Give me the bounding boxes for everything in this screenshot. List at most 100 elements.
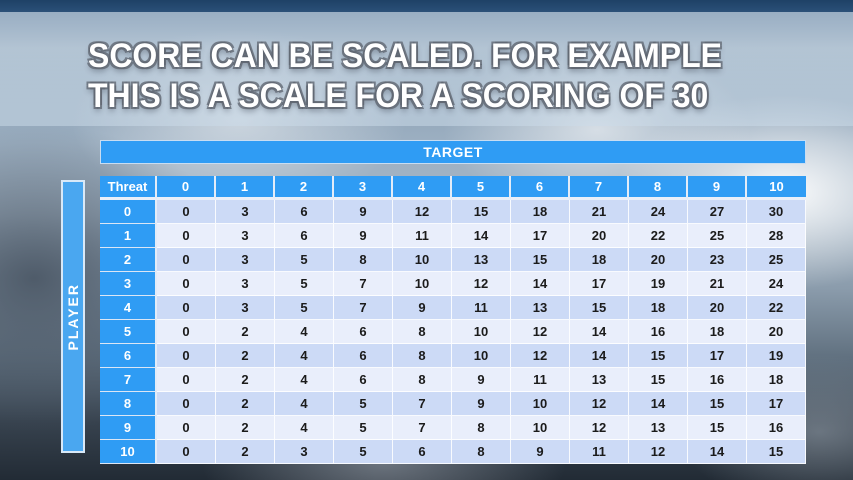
score-cell-r0-c8: 24 — [629, 200, 688, 224]
score-cell-r8-c6: 10 — [511, 392, 570, 416]
score-cell-r6-c7: 14 — [570, 344, 629, 368]
score-cell-r5-c5: 10 — [452, 320, 511, 344]
score-cell-r0-c7: 21 — [570, 200, 629, 224]
score-cell-r6-c9: 17 — [688, 344, 747, 368]
score-cell-r7-c7: 13 — [570, 368, 629, 392]
score-cell-r1-c4: 11 — [393, 224, 452, 248]
score-cell-r9-c4: 7 — [393, 416, 452, 440]
player-row-header-0: 0 — [100, 200, 157, 224]
slide-title: SCORE CAN BE SCALED. FOR EXAMPLE THIS IS… — [88, 36, 722, 116]
score-cell-r3-c5: 12 — [452, 272, 511, 296]
score-cell-r0-c1: 3 — [216, 200, 275, 224]
score-cell-r5-c10: 20 — [747, 320, 806, 344]
player-header-bar: PLAYER — [61, 180, 85, 453]
score-cell-r9-c8: 13 — [629, 416, 688, 440]
score-cell-r0-c9: 27 — [688, 200, 747, 224]
score-cell-r5-c8: 16 — [629, 320, 688, 344]
score-cell-r1-c2: 6 — [275, 224, 334, 248]
score-cell-r3-c1: 3 — [216, 272, 275, 296]
score-cell-r2-c10: 25 — [747, 248, 806, 272]
score-cell-r9-c2: 4 — [275, 416, 334, 440]
score-cell-r9-c10: 16 — [747, 416, 806, 440]
player-row-header-6: 6 — [100, 344, 157, 368]
score-cell-r10-c7: 11 — [570, 440, 629, 464]
score-cell-r7-c0: 0 — [157, 368, 216, 392]
score-cell-r0-c2: 6 — [275, 200, 334, 224]
score-cell-r1-c3: 9 — [334, 224, 393, 248]
target-col-header-8: 8 — [629, 176, 688, 200]
score-cell-r1-c5: 14 — [452, 224, 511, 248]
score-cell-r3-c2: 5 — [275, 272, 334, 296]
score-cell-r6-c5: 10 — [452, 344, 511, 368]
score-cell-r5-c2: 4 — [275, 320, 334, 344]
target-col-header-9: 9 — [688, 176, 747, 200]
score-cell-r1-c1: 3 — [216, 224, 275, 248]
score-cell-r0-c6: 18 — [511, 200, 570, 224]
player-row-header-8: 8 — [100, 392, 157, 416]
slide-title-line2: THIS IS A SCALE FOR A SCORING OF 30 — [88, 77, 709, 115]
player-header-label: PLAYER — [65, 282, 81, 351]
score-cell-r2-c3: 8 — [334, 248, 393, 272]
score-cell-r3-c9: 21 — [688, 272, 747, 296]
score-cell-r1-c6: 17 — [511, 224, 570, 248]
score-matrix-table: Threat 0 1 2 3 4 5 6 7 8 9 10 0 0 3 6 9 12 15 18 21 24 27 30 1 0 3… — [100, 176, 806, 464]
score-cell-r2-c6: 15 — [511, 248, 570, 272]
score-cell-r9-c0: 0 — [157, 416, 216, 440]
score-cell-r0-c0: 0 — [157, 200, 216, 224]
player-row-header-1: 1 — [100, 224, 157, 248]
score-cell-r5-c0: 0 — [157, 320, 216, 344]
score-cell-r6-c6: 12 — [511, 344, 570, 368]
score-cell-r6-c2: 4 — [275, 344, 334, 368]
score-cell-r10-c2: 3 — [275, 440, 334, 464]
score-cell-r10-c10: 15 — [747, 440, 806, 464]
score-cell-r1-c0: 0 — [157, 224, 216, 248]
score-cell-r4-c10: 22 — [747, 296, 806, 320]
slide-title-line1: SCORE CAN BE SCALED. FOR EXAMPLE — [88, 37, 722, 75]
score-cell-r10-c8: 12 — [629, 440, 688, 464]
score-cell-r3-c3: 7 — [334, 272, 393, 296]
target-col-header-7: 7 — [570, 176, 629, 200]
player-row-header-9: 9 — [100, 416, 157, 440]
target-col-header-6: 6 — [511, 176, 570, 200]
score-cell-r8-c10: 17 — [747, 392, 806, 416]
score-cell-r10-c0: 0 — [157, 440, 216, 464]
score-cell-r8-c2: 4 — [275, 392, 334, 416]
score-cell-r8-c4: 7 — [393, 392, 452, 416]
score-cell-r6-c3: 6 — [334, 344, 393, 368]
score-cell-r2-c5: 13 — [452, 248, 511, 272]
score-cell-r6-c10: 19 — [747, 344, 806, 368]
target-col-header-10: 10 — [747, 176, 806, 200]
score-cell-r8-c7: 12 — [570, 392, 629, 416]
score-cell-r5-c1: 2 — [216, 320, 275, 344]
player-row-header-7: 7 — [100, 368, 157, 392]
score-cell-r2-c4: 10 — [393, 248, 452, 272]
score-cell-r5-c6: 12 — [511, 320, 570, 344]
score-cell-r3-c7: 17 — [570, 272, 629, 296]
score-cell-r0-c10: 30 — [747, 200, 806, 224]
score-cell-r2-c2: 5 — [275, 248, 334, 272]
target-header-label: TARGET — [423, 144, 483, 160]
score-cell-r9-c9: 15 — [688, 416, 747, 440]
score-cell-r1-c7: 20 — [570, 224, 629, 248]
target-col-header-0: 0 — [157, 176, 216, 200]
player-row-header-10: 10 — [100, 440, 157, 464]
score-cell-r9-c3: 5 — [334, 416, 393, 440]
score-cell-r2-c7: 18 — [570, 248, 629, 272]
score-cell-r4-c3: 7 — [334, 296, 393, 320]
score-cell-r10-c9: 14 — [688, 440, 747, 464]
score-cell-r7-c9: 16 — [688, 368, 747, 392]
score-cell-r9-c7: 12 — [570, 416, 629, 440]
score-cell-r10-c3: 5 — [334, 440, 393, 464]
player-row-header-5: 5 — [100, 320, 157, 344]
title-band: SCORE CAN BE SCALED. FOR EXAMPLE THIS IS… — [0, 12, 853, 126]
player-row-header-3: 3 — [100, 272, 157, 296]
score-cell-r7-c3: 6 — [334, 368, 393, 392]
score-cell-r6-c1: 2 — [216, 344, 275, 368]
score-cell-r7-c8: 15 — [629, 368, 688, 392]
score-cell-r3-c0: 0 — [157, 272, 216, 296]
score-cell-r7-c5: 9 — [452, 368, 511, 392]
score-cell-r10-c4: 6 — [393, 440, 452, 464]
score-cell-r0-c5: 15 — [452, 200, 511, 224]
target-col-header-2: 2 — [275, 176, 334, 200]
